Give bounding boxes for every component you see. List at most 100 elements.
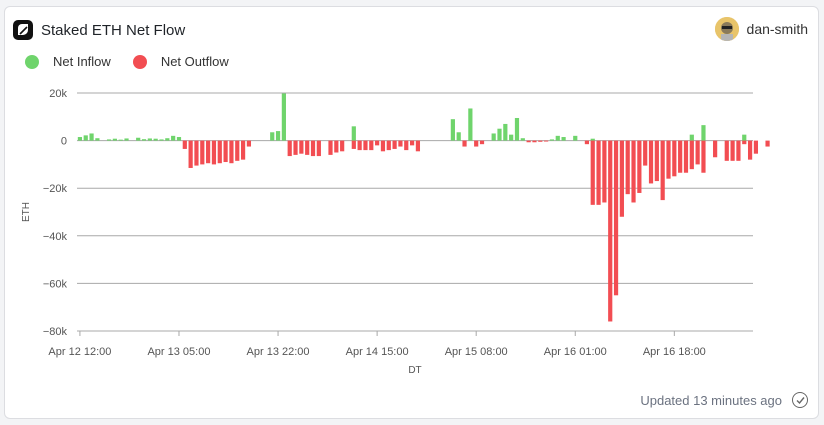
- bar: [404, 140, 409, 151]
- bar: [555, 135, 560, 141]
- x-axis-label: DT: [408, 365, 421, 376]
- y-axis-label: ETH: [21, 202, 32, 222]
- bar: [613, 140, 619, 296]
- bar: [765, 140, 770, 147]
- bar: [549, 139, 555, 141]
- bar: [701, 140, 706, 173]
- bar: [503, 123, 508, 141]
- legend-item-outflow[interactable]: Net Outflow: [132, 54, 229, 69]
- chart-title: Staked ETH Net Flow: [41, 21, 186, 39]
- bar: [520, 138, 525, 141]
- dune-logo-icon: [13, 20, 33, 40]
- x-tick-label: Apr 16 18:00: [643, 346, 706, 358]
- bar: [310, 140, 316, 157]
- bar: [287, 140, 292, 157]
- bar: [270, 132, 275, 141]
- y-tick-label: −60k: [43, 278, 68, 290]
- bar: [497, 128, 502, 141]
- bar: [596, 140, 601, 205]
- updated-timestamp: Updated 13 minutes ago: [640, 392, 782, 408]
- bar: [89, 133, 94, 141]
- bar: [713, 140, 718, 158]
- bar: [468, 108, 473, 141]
- y-tick-label: 0: [61, 136, 67, 148]
- bar: [660, 140, 665, 201]
- bar: [491, 133, 496, 141]
- bar: [147, 138, 152, 141]
- check-circle-icon[interactable]: [792, 392, 808, 408]
- bar: [124, 138, 129, 141]
- y-tick-label: −20k: [43, 183, 68, 195]
- bar: [643, 140, 648, 166]
- bar: [351, 126, 356, 141]
- bar: [747, 140, 753, 160]
- bar: [398, 140, 403, 147]
- bar: [334, 140, 339, 153]
- bar: [619, 140, 624, 217]
- bar: [683, 140, 689, 173]
- bar: [246, 140, 252, 147]
- bar: [561, 137, 566, 141]
- username[interactable]: dan-smith: [746, 21, 808, 37]
- x-tick-label: Apr 16 01:00: [544, 346, 607, 358]
- bar: [392, 140, 397, 149]
- bar: [206, 140, 211, 164]
- x-tick-label: Apr 12 12:00: [48, 346, 111, 358]
- bar: [316, 140, 321, 157]
- bar: [106, 139, 112, 141]
- bar: [328, 140, 333, 155]
- bar: [689, 134, 694, 141]
- bar: [380, 140, 386, 152]
- bar: [590, 138, 595, 141]
- bar: [159, 139, 164, 141]
- bar: [182, 140, 187, 149]
- bar: [281, 93, 286, 141]
- legend-swatch-inflow: [25, 54, 39, 69]
- bar: [701, 125, 706, 141]
- bar: [293, 140, 298, 155]
- bar: [240, 140, 246, 160]
- legend-item-inflow[interactable]: Net Inflow: [25, 54, 111, 69]
- bar: [153, 138, 158, 141]
- chart-card: Staked ETH Net Flow dan-smith Net Inflow…: [4, 6, 819, 419]
- bar: [584, 140, 590, 145]
- legend-swatch-outflow: [132, 54, 147, 69]
- bar: [538, 140, 543, 142]
- bar: [176, 137, 182, 141]
- bar: [363, 140, 368, 151]
- bar: [526, 140, 531, 143]
- card-header: Staked ETH Net Flow: [13, 19, 185, 41]
- chart-legend: Net Inflow Net Outflow: [25, 54, 251, 69]
- bar: [340, 140, 345, 152]
- bar: [678, 140, 683, 173]
- avatar[interactable]: [714, 17, 739, 41]
- bar: [369, 140, 374, 151]
- bar: [141, 139, 147, 141]
- bar: [666, 140, 671, 179]
- bar: [724, 140, 729, 161]
- bar: [532, 140, 537, 143]
- bar: [544, 140, 549, 142]
- y-tick-label: −40k: [43, 231, 68, 243]
- bar: [450, 119, 455, 141]
- bar: [351, 140, 356, 149]
- bar: [171, 135, 176, 141]
- bar: [386, 140, 391, 151]
- bar: [689, 140, 694, 170]
- bar: [211, 140, 217, 165]
- bar: [637, 140, 642, 193]
- user-link[interactable]: dan-smith: [714, 17, 808, 41]
- bar: [299, 140, 304, 154]
- bar: [654, 140, 659, 182]
- bar: [742, 140, 747, 145]
- bar: [305, 140, 310, 155]
- bar: [188, 140, 193, 168]
- legend-label-outflow: Net Outflow: [160, 54, 229, 69]
- bar: [590, 140, 595, 205]
- bar: [112, 138, 117, 141]
- bar: [462, 140, 467, 147]
- bar: [136, 137, 141, 141]
- bar: [736, 140, 741, 161]
- bar: [608, 140, 613, 322]
- bar: [753, 140, 759, 154]
